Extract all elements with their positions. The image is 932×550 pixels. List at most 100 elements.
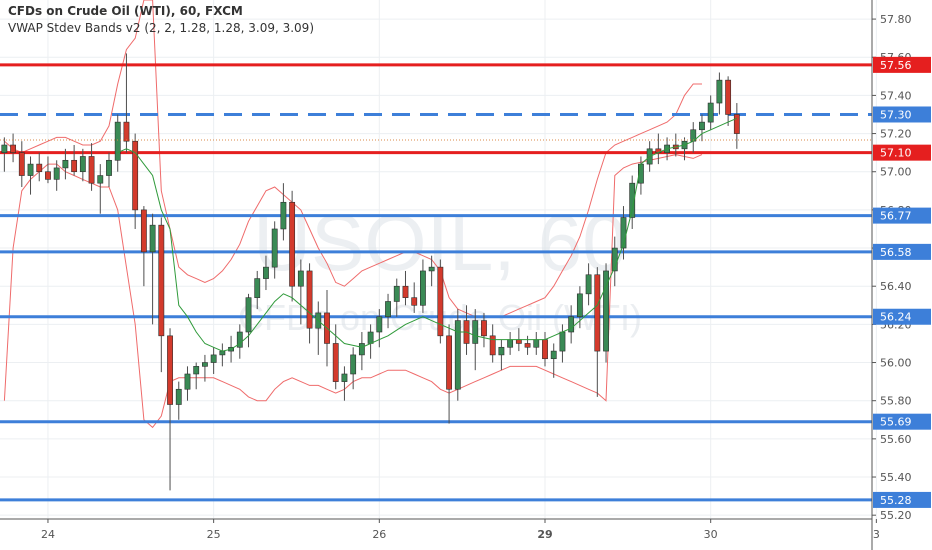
band-upper (4, 0, 702, 318)
candle-body (175, 388, 182, 405)
level-tag-box (873, 491, 931, 508)
price-tick-label: 57.00 (880, 166, 912, 179)
candle-body (707, 102, 714, 123)
candle-body (472, 320, 479, 344)
price-tick-label: 57.20 (880, 128, 912, 141)
candle-body (446, 335, 452, 390)
candle-body (716, 79, 723, 104)
candle-body (358, 343, 365, 356)
candle-body (53, 167, 60, 180)
candle-body (167, 335, 173, 405)
level-tag-box (873, 243, 931, 260)
candle-body (733, 114, 740, 134)
price-tick-label: 55.20 (880, 509, 912, 522)
candle-body (725, 79, 732, 115)
candle-body (306, 270, 313, 329)
candle-body (27, 163, 34, 176)
candle-body (10, 144, 16, 153)
candle-body (149, 224, 156, 253)
candle-body (489, 335, 496, 356)
candle-body (88, 156, 95, 184)
level-tag-box (873, 207, 931, 224)
candle-body (254, 278, 261, 298)
candle-body (411, 297, 418, 306)
candle-body (350, 354, 357, 375)
candle-body (202, 362, 208, 367)
candle-body (585, 274, 592, 295)
candle-body (603, 270, 609, 352)
vwap-polyline (117, 117, 738, 352)
candle-body (263, 266, 269, 279)
level-tag-label: 56.77 (880, 210, 912, 223)
candle-body (402, 285, 409, 298)
candle-body (219, 350, 226, 356)
candle-body (45, 171, 51, 180)
level-tag-label: 56.58 (880, 246, 912, 259)
price-axis[interactable]: 57.8057.6057.4057.2057.0056.8056.6056.40… (872, 13, 912, 522)
level-tag-box (873, 56, 931, 73)
candle-body (533, 339, 540, 348)
price-tick-label: 56.40 (880, 280, 912, 293)
level-tag-box (873, 106, 931, 123)
candle-body (481, 320, 487, 337)
candle-body (524, 343, 531, 348)
candle-body (132, 140, 139, 211)
candle-body (332, 343, 339, 382)
level-tag-label: 56.24 (880, 311, 912, 324)
candle-body (454, 320, 461, 390)
candle-body (629, 182, 636, 218)
chart-grid (0, 0, 877, 519)
candle-body (289, 201, 296, 287)
level-tag-label: 57.30 (880, 108, 912, 121)
candle-body (594, 274, 601, 352)
price-tick-label: 57.40 (880, 89, 912, 102)
candle-body (193, 366, 200, 375)
candle-body (18, 152, 25, 176)
candle-body (428, 266, 435, 272)
candle-body (568, 316, 575, 333)
candle-body (498, 346, 505, 356)
candle-body (559, 331, 566, 352)
price-tick-label: 55.60 (880, 433, 912, 446)
candle-body (576, 293, 583, 318)
candle-body (106, 159, 112, 176)
chart-title: CFDs on Crude Oil (WTI), 60, FXCM (8, 4, 243, 18)
time-tick-label: 3 (873, 528, 880, 541)
candle-body (280, 201, 287, 230)
candle-body (507, 339, 514, 348)
vwap-line (117, 117, 738, 352)
candle-body (245, 297, 252, 333)
candle-body (341, 373, 348, 382)
candle-body (123, 121, 130, 142)
price-tick-label: 55.40 (880, 471, 912, 484)
candle-body (297, 270, 304, 287)
candle-body (376, 316, 383, 333)
candle-body (184, 373, 191, 390)
indicator-label[interactable]: VWAP Stdev Bands v2 (2, 2, 1.28, 1.28, 3… (8, 21, 314, 35)
level-tag-box (873, 413, 931, 430)
candle-body (71, 159, 78, 173)
price-tick-label: 56.00 (880, 357, 912, 370)
candle-body (62, 159, 69, 169)
time-axis[interactable]: 24 25 26 29 30 3 (41, 519, 880, 541)
level-tags: 57.56 57.30 57.10 56.77 56.58 56.24 55.69 55.28 (873, 56, 931, 508)
candle-body (158, 224, 165, 337)
time-tick-label: 25 (207, 528, 221, 541)
time-tick-label: 24 (41, 528, 55, 541)
candle-body (271, 228, 278, 268)
candle-body (420, 270, 426, 306)
candle-body (699, 121, 705, 131)
level-tag-label: 57.56 (880, 59, 912, 72)
level-tag-label: 55.69 (880, 416, 912, 429)
candle-body (36, 163, 43, 173)
candle-body (140, 209, 147, 253)
candle-body (114, 121, 121, 161)
time-tick-label: 29 (537, 528, 552, 541)
candle-body (437, 266, 444, 337)
price-tick-label: 55.80 (880, 395, 912, 408)
candle-body (210, 354, 217, 363)
time-tick-label: 26 (372, 528, 386, 541)
